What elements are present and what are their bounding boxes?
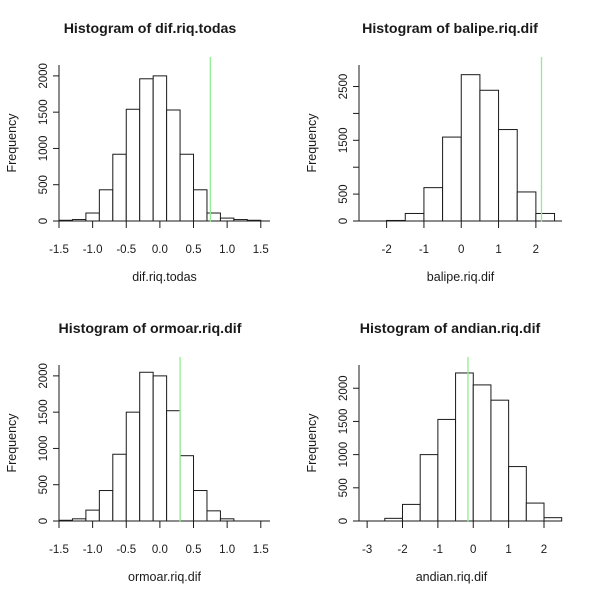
svg-text:0.5: 0.5	[186, 544, 202, 556]
svg-text:-1: -1	[419, 244, 429, 256]
svg-text:-1.0: -1.0	[83, 244, 103, 256]
svg-text:2500: 2500	[338, 74, 350, 100]
svg-text:-0.5: -0.5	[116, 244, 136, 256]
svg-text:0: 0	[338, 218, 350, 224]
svg-text:2000: 2000	[38, 63, 50, 89]
svg-text:Frequency: Frequency	[305, 413, 319, 473]
svg-text:1500: 1500	[338, 409, 350, 435]
svg-text:andian.riq.dif: andian.riq.dif	[416, 570, 488, 584]
svg-text:dif.riq.todas: dif.riq.todas	[132, 270, 197, 284]
svg-text:0: 0	[458, 244, 464, 256]
svg-text:0: 0	[338, 518, 350, 524]
svg-text:Histogram of dif.riq.todas: Histogram of dif.riq.todas	[64, 21, 237, 37]
svg-text:0.0: 0.0	[152, 544, 168, 556]
svg-text:Frequency: Frequency	[5, 113, 19, 173]
svg-text:1: 1	[505, 544, 511, 556]
svg-text:balipe.riq.dif: balipe.riq.dif	[427, 270, 495, 284]
svg-text:ormoar.riq.dif: ormoar.riq.dif	[128, 570, 201, 584]
svg-text:-1: -1	[433, 544, 443, 556]
svg-text:Histogram of ormoar.riq.dif: Histogram of ormoar.riq.dif	[59, 321, 242, 337]
svg-text:1500: 1500	[38, 399, 50, 425]
svg-text:0.5: 0.5	[186, 244, 202, 256]
svg-text:0.0: 0.0	[152, 244, 168, 256]
svg-text:2: 2	[533, 244, 539, 256]
svg-text:-1.0: -1.0	[83, 544, 103, 556]
svg-text:Frequency: Frequency	[5, 413, 19, 473]
svg-text:Frequency: Frequency	[305, 113, 319, 173]
svg-text:1.5: 1.5	[253, 544, 269, 556]
svg-text:500: 500	[38, 175, 50, 194]
svg-text:1500: 1500	[338, 128, 350, 154]
svg-text:1000: 1000	[38, 136, 50, 162]
svg-text:1: 1	[495, 244, 501, 256]
svg-text:0: 0	[38, 218, 50, 224]
svg-text:2000: 2000	[338, 375, 350, 401]
svg-text:-3: -3	[362, 544, 372, 556]
svg-text:1.5: 1.5	[253, 244, 269, 256]
svg-text:500: 500	[38, 475, 50, 494]
svg-text:-2: -2	[381, 244, 391, 256]
svg-text:2: 2	[541, 544, 547, 556]
svg-text:500: 500	[338, 478, 350, 497]
svg-text:Histogram of balipe.riq.dif: Histogram of balipe.riq.dif	[362, 21, 538, 37]
svg-text:1000: 1000	[338, 442, 350, 468]
svg-text:500: 500	[338, 185, 350, 204]
svg-text:0: 0	[470, 544, 476, 556]
svg-text:-1.5: -1.5	[49, 244, 69, 256]
svg-text:0: 0	[38, 518, 50, 524]
svg-text:1500: 1500	[38, 99, 50, 125]
svg-text:-1.5: -1.5	[49, 544, 69, 556]
svg-text:1.0: 1.0	[219, 244, 235, 256]
svg-text:-2: -2	[397, 544, 407, 556]
svg-text:Histogram of andian.riq.dif: Histogram of andian.riq.dif	[360, 321, 541, 337]
svg-text:1000: 1000	[38, 436, 50, 462]
svg-text:2000: 2000	[38, 363, 50, 389]
svg-text:1.0: 1.0	[219, 544, 235, 556]
svg-text:-0.5: -0.5	[116, 544, 136, 556]
